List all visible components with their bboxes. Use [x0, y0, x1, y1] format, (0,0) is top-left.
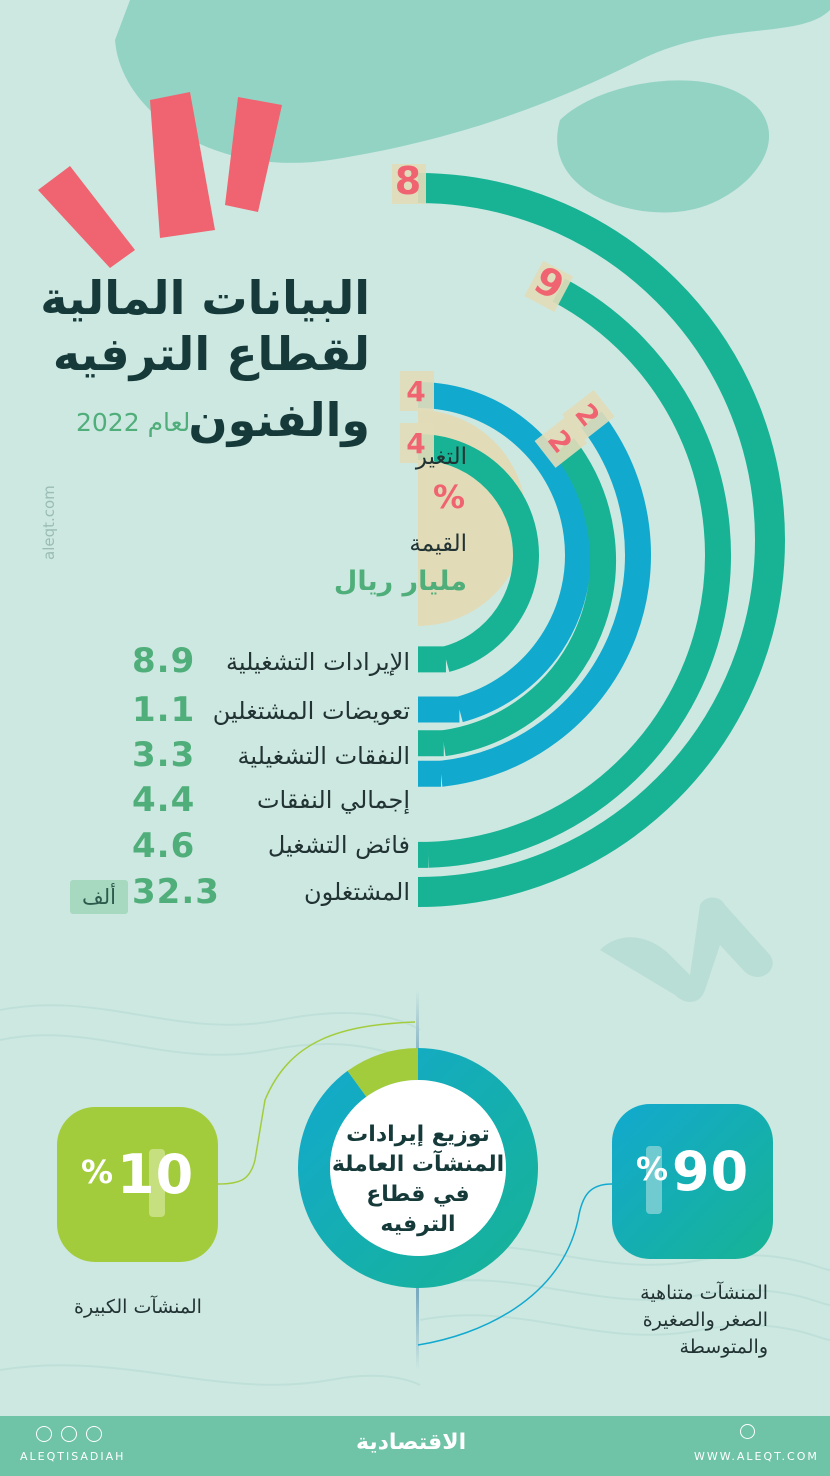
legend-change-unit: %: [432, 478, 465, 516]
footer-site[interactable]: WWW.ALEQT.COM: [694, 1450, 819, 1463]
connector-small: [217, 1021, 416, 1185]
title-line-3: والفنون: [188, 393, 370, 447]
row-value-operating-revenue: 8.9: [132, 641, 196, 681]
arc-label-bg-2: [400, 371, 434, 411]
label-sme-line-2: الصغر والصغيرة: [642, 1309, 768, 1331]
arc-ring-5: [427, 278, 731, 868]
row-value-employee-compensation: 1.1: [132, 690, 196, 730]
arc-ring-4: [439, 411, 651, 787]
bg-blob-top: [115, 0, 830, 163]
title-year-note: لعام 2022: [76, 408, 191, 437]
row-label-employees: المشتغلون: [303, 878, 410, 906]
row-label-operating-revenue: الإيرادات التشغيلية: [225, 648, 410, 676]
card-large-value: 90: [672, 1140, 750, 1203]
card-large-accent: [646, 1146, 662, 1214]
burst-ray-1: [150, 92, 215, 238]
row-unit-badge: ألف: [70, 880, 128, 914]
globe-icon: [740, 1424, 755, 1439]
donut-center-circle: [330, 1080, 506, 1256]
card-large-unit: %: [636, 1150, 669, 1188]
label-sme-line-1: المنشآت متناهية: [640, 1282, 768, 1304]
burst-ray-2: [225, 97, 282, 212]
row-label-employee-compensation: تعويضات المشتغلين: [212, 697, 410, 725]
card-large-enterprises: % 10: [57, 1107, 218, 1262]
row-label-total-expenses: إجمالي النفقات: [256, 786, 410, 814]
title-line-2: لقطاع الترفيه: [52, 327, 370, 381]
donut-center-line-2: المنشآت العاملة: [331, 1152, 505, 1177]
arc-ring-6: [417, 173, 785, 907]
legend-value-unit: مليار ريال: [333, 566, 467, 597]
donut-center-line-1: توزيع إيرادات: [346, 1122, 490, 1147]
card-small-accent: [149, 1149, 165, 1217]
twitter-icon[interactable]: [86, 1426, 103, 1442]
row-value-total-expenses: 4.4: [132, 780, 196, 820]
legend-value-label: القيمة: [409, 531, 467, 557]
legend-sand-semicircle: [418, 410, 526, 626]
arc-change-label-6: 8: [395, 159, 421, 203]
instagram-icon[interactable]: [36, 1426, 52, 1442]
card-small-value: 10: [117, 1143, 195, 1206]
burst-decoration: [38, 92, 282, 268]
card-small-unit: %: [81, 1153, 114, 1191]
footer-bar: ALEQTISADIAH الاقتصادية WWW.ALEQT.COM: [0, 1416, 830, 1476]
row-value-operating-expenses: 3.3: [132, 735, 196, 775]
arc-change-label-2: 4: [406, 375, 425, 408]
legend-change-label: التغير: [415, 444, 467, 470]
card-sme: % 90: [612, 1104, 773, 1259]
bg-blob-right: [557, 80, 770, 213]
facebook-icon[interactable]: [61, 1426, 78, 1442]
row-label-operating-surplus: فائض التشغيل: [267, 831, 410, 859]
arc-label-bg-1: [400, 423, 434, 463]
arc-ring-1: [417, 434, 539, 672]
row-label-operating-expenses: النفقات التشغيلية: [237, 742, 410, 770]
row-value-employees: 32.3: [132, 872, 220, 912]
arc-label-bg-6: [392, 164, 426, 204]
donut-center-line-3: في قطاع الترفيه: [366, 1182, 470, 1237]
arc-change-label-1: 4: [406, 427, 425, 460]
burst-ray-3: [38, 166, 135, 268]
footer-handle[interactable]: ALEQTISADIAH: [20, 1450, 126, 1463]
donut-chart: [217, 1021, 613, 1346]
label-sme: المنشآت متناهية الصغر والصغيرة والمتوسطة: [640, 1280, 768, 1361]
donut-center-text: توزيع إيرادات المنشآت العاملة في قطاع ال…: [328, 1120, 508, 1240]
arc-ring-3: [441, 438, 616, 757]
title-line-1: البيانات المالية: [40, 271, 370, 325]
connector-large: [417, 1183, 613, 1346]
footer-logo: الاقتصادية: [356, 1430, 467, 1455]
label-sme-line-3: والمتوسطة: [679, 1336, 768, 1358]
donut-slice-large-enterprises: [347, 1048, 418, 1097]
arc-label-bg-4: [562, 389, 615, 442]
bg-check-shape: [600, 897, 773, 1002]
label-large-enterprises: المنشآت الكبيرة: [74, 1296, 202, 1318]
arc-label-bg-5: [524, 260, 574, 312]
arc-ring-2: [417, 382, 591, 723]
row-value-operating-surplus: 4.6: [132, 826, 196, 866]
social-icons: [36, 1426, 103, 1446]
